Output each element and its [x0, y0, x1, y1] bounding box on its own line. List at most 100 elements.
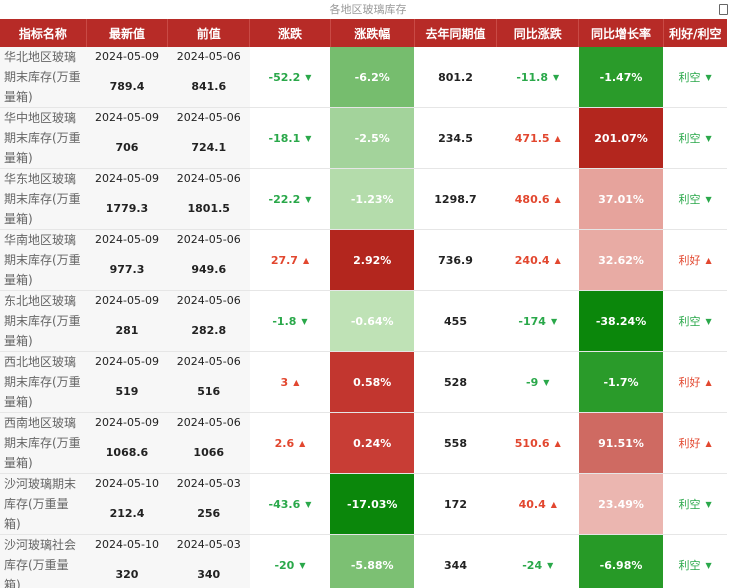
- header-previous[interactable]: 前值: [167, 19, 251, 47]
- latest-value: 519: [115, 385, 139, 398]
- header-indicator-name[interactable]: 指标名称: [0, 19, 87, 47]
- change-cell: -18.1 ▼: [249, 107, 331, 169]
- yoy-change-cell: -9 ▼: [496, 351, 579, 413]
- latest-cell: 2024-05-09 1068.6: [86, 412, 168, 474]
- previous-cell: 2024-05-03 340: [167, 534, 250, 588]
- yoy-change-value: -174: [518, 314, 546, 328]
- previous-cell: 2024-05-06 841.6: [167, 47, 250, 108]
- header-yoy-change[interactable]: 同比涨跌: [496, 19, 580, 47]
- indicator-name[interactable]: 华南地区玻璃期末库存(万重量箱): [0, 229, 87, 291]
- header-change-pct[interactable]: 涨跌幅: [330, 19, 415, 47]
- table-row[interactable]: 华东地区玻璃期末库存(万重量箱) 2024-05-09 1779.3 2024-05-…: [0, 168, 727, 230]
- signal-cell[interactable]: 利好 ▲: [663, 412, 727, 474]
- yoy-pct-cell: -38.24%: [578, 290, 664, 352]
- signal-cell[interactable]: 利空 ▼: [663, 47, 727, 108]
- latest-value: 212.4: [109, 507, 145, 520]
- table-row[interactable]: 东北地区玻璃期末库存(万重量箱) 2024-05-09 281 2024-05-06 2…: [0, 290, 727, 352]
- previous-date: 2024-05-06: [176, 50, 241, 63]
- indicator-name[interactable]: 西北地区玻璃期末库存(万重量箱): [0, 351, 87, 413]
- change-pct-value: -2.5%: [354, 131, 390, 145]
- change-pct-value: -1.23%: [350, 192, 394, 206]
- yoy-pct-cell: 201.07%: [578, 107, 664, 169]
- indicator-name[interactable]: 西南地区玻璃期末库存(万重量箱): [0, 412, 87, 474]
- latest-cell: 2024-05-09 706: [86, 107, 168, 169]
- triangle-down-icon: ▼: [305, 133, 312, 143]
- signal-label: 利空: [678, 315, 701, 328]
- yoy-pct-cell: 32.62%: [578, 229, 664, 291]
- change-pct-cell: 0.58%: [330, 351, 415, 413]
- export-icon[interactable]: [719, 4, 728, 15]
- latest-date: 2024-05-09: [95, 416, 159, 429]
- yoy-pct-value: 91.51%: [598, 436, 644, 450]
- change-pct-cell: -5.88%: [330, 534, 415, 588]
- header-latest[interactable]: 最新值: [86, 19, 169, 47]
- previous-value: 282.8: [191, 324, 227, 337]
- table-header-row: 指标名称 最新值 前值 涨跌 涨跌幅 去年同期值 同比涨跌 同比增长率 利好/利…: [0, 19, 727, 47]
- yoy-change-value: 510.6: [514, 436, 550, 450]
- table-row[interactable]: 华南地区玻璃期末库存(万重量箱) 2024-05-09 977.3 2024-05-0…: [0, 229, 727, 291]
- yoy-change-cell: -24 ▼: [496, 534, 579, 588]
- previous-cell: 2024-05-06 1066: [167, 412, 250, 474]
- signal-label: 利空: [678, 132, 701, 145]
- previous-cell: 2024-05-06 1801.5: [167, 168, 250, 230]
- signal-label: 利好: [678, 437, 701, 450]
- header-yoy-pct[interactable]: 同比增长率: [578, 19, 664, 47]
- triangle-up-icon: ▲: [705, 378, 712, 387]
- previous-value: 256: [197, 507, 221, 520]
- previous-value: 949.6: [191, 263, 227, 276]
- yoy-pct-cell: 91.51%: [578, 412, 664, 474]
- previous-cell: 2024-05-03 256: [167, 473, 250, 535]
- yoy-change-value: -11.8: [516, 70, 549, 84]
- previous-date: 2024-05-06: [176, 172, 241, 185]
- triangle-up-icon: ▲: [705, 256, 712, 265]
- previous-cell: 2024-05-06 724.1: [167, 107, 250, 169]
- indicator-name[interactable]: 东北地区玻璃期末库存(万重量箱): [0, 290, 87, 352]
- table-row[interactable]: 华中地区玻璃期末库存(万重量箱) 2024-05-09 706 2024-05-06 7…: [0, 107, 727, 169]
- header-signal[interactable]: 利好/利空: [663, 19, 727, 47]
- table-title: 各地区玻璃库存: [329, 3, 407, 16]
- triangle-down-icon: ▼: [550, 316, 558, 326]
- previous-value: 1801.5: [187, 202, 230, 215]
- yoy-pct-value: 37.01%: [598, 192, 644, 206]
- yoy-change-value: 240.4: [514, 253, 550, 267]
- yoy-change-value: 480.6: [514, 192, 550, 206]
- signal-cell[interactable]: 利空 ▼: [663, 107, 727, 169]
- indicator-name[interactable]: 华北地区玻璃期末库存(万重量箱): [0, 47, 87, 108]
- change-pct-value: -17.03%: [347, 497, 398, 511]
- triangle-down-icon: ▼: [547, 560, 554, 570]
- triangle-up-icon: ▲: [302, 255, 310, 265]
- yoy-pct-value: 23.49%: [598, 497, 644, 511]
- header-last-year[interactable]: 去年同期值: [414, 19, 498, 47]
- table-row[interactable]: 华北地区玻璃期末库存(万重量箱) 2024-05-09 789.4 2024-05-0…: [0, 47, 727, 108]
- signal-cell[interactable]: 利空 ▼: [663, 534, 727, 588]
- signal-cell[interactable]: 利空 ▼: [663, 290, 727, 352]
- change-pct-cell: -0.64%: [330, 290, 415, 352]
- latest-date: 2024-05-09: [95, 294, 159, 307]
- signal-cell[interactable]: 利好 ▲: [663, 229, 727, 291]
- indicator-name[interactable]: 沙河玻璃期末库存(万重量箱): [0, 473, 87, 535]
- change-pct-cell: -1.23%: [330, 168, 415, 230]
- last-year-value: 172: [414, 473, 497, 535]
- header-change[interactable]: 涨跌: [249, 19, 331, 47]
- triangle-down-icon: ▼: [305, 194, 312, 204]
- signal-cell[interactable]: 利空 ▼: [663, 473, 727, 535]
- table-row[interactable]: 西南地区玻璃期末库存(万重量箱) 2024-05-09 1068.6 2024-05-…: [0, 412, 727, 474]
- triangle-up-icon: ▲: [705, 439, 712, 448]
- yoy-change-cell: 471.5 ▲: [496, 107, 579, 169]
- last-year-value: 234.5: [414, 107, 497, 169]
- yoy-change-cell: 510.6 ▲: [496, 412, 579, 474]
- change-pct-cell: 2.92%: [330, 229, 415, 291]
- yoy-pct-value: -1.47%: [599, 70, 643, 84]
- change-pct-value: -5.88%: [350, 558, 394, 572]
- change-cell: -20 ▼: [249, 534, 331, 588]
- indicator-name[interactable]: 华东地区玻璃期末库存(万重量箱): [0, 168, 87, 230]
- table-row[interactable]: 沙河玻璃社会库存(万重量箱) 2024-05-10 320 2024-05-03 340…: [0, 534, 727, 588]
- indicator-name[interactable]: 沙河玻璃社会库存(万重量箱): [0, 534, 87, 588]
- change-cell: 27.7 ▲: [249, 229, 331, 291]
- table-row[interactable]: 沙河玻璃期末库存(万重量箱) 2024-05-10 212.4 2024-05-03 2…: [0, 473, 727, 535]
- signal-cell[interactable]: 利空 ▼: [663, 168, 727, 230]
- triangle-down-icon: ▼: [705, 134, 712, 143]
- signal-cell[interactable]: 利好 ▲: [663, 351, 727, 413]
- indicator-name[interactable]: 华中地区玻璃期末库存(万重量箱): [0, 107, 87, 169]
- table-row[interactable]: 西北地区玻璃期末库存(万重量箱) 2024-05-09 519 2024-05-06 5…: [0, 351, 727, 413]
